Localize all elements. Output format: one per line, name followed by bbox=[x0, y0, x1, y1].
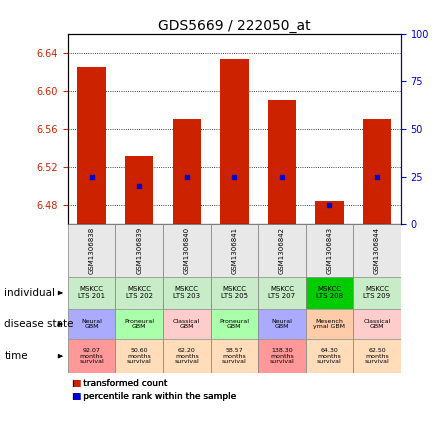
Bar bbox=[353, 224, 401, 277]
Bar bbox=[353, 339, 401, 373]
Bar bbox=[68, 339, 116, 373]
Text: individual: individual bbox=[4, 288, 55, 298]
Text: GSM1306843: GSM1306843 bbox=[326, 227, 332, 274]
Bar bbox=[258, 339, 306, 373]
Bar bbox=[268, 100, 296, 224]
Text: 92.07
months
survival: 92.07 months survival bbox=[79, 348, 104, 365]
Text: Neural
GBM: Neural GBM bbox=[272, 319, 292, 330]
Text: MSKCC
LTS 203: MSKCC LTS 203 bbox=[173, 286, 200, 299]
Text: 58.57
months
survival: 58.57 months survival bbox=[222, 348, 247, 365]
Text: MSKCC
LTS 209: MSKCC LTS 209 bbox=[364, 286, 391, 299]
Title: GDS5669 / 222050_at: GDS5669 / 222050_at bbox=[158, 19, 311, 33]
Bar bbox=[258, 277, 306, 309]
Text: GSM1306844: GSM1306844 bbox=[374, 227, 380, 274]
Text: ■: ■ bbox=[72, 379, 81, 388]
Text: 50.60
months
survival: 50.60 months survival bbox=[127, 348, 152, 365]
Bar bbox=[306, 277, 353, 309]
Bar bbox=[315, 201, 344, 224]
Text: MSKCC
LTS 202: MSKCC LTS 202 bbox=[126, 286, 153, 299]
Bar bbox=[78, 67, 106, 224]
Text: MSKCC
LTS 207: MSKCC LTS 207 bbox=[268, 286, 296, 299]
Bar bbox=[163, 309, 211, 339]
Text: GSM1306842: GSM1306842 bbox=[279, 227, 285, 274]
Bar bbox=[353, 277, 401, 309]
Bar bbox=[163, 277, 211, 309]
Text: 64.30
months
survival: 64.30 months survival bbox=[317, 348, 342, 365]
Bar bbox=[68, 309, 116, 339]
Bar bbox=[220, 58, 249, 224]
Text: Proneural
GBM: Proneural GBM bbox=[219, 319, 249, 330]
Bar bbox=[211, 224, 258, 277]
Text: MSKCC
LTS 201: MSKCC LTS 201 bbox=[78, 286, 105, 299]
Bar bbox=[116, 277, 163, 309]
Bar bbox=[363, 119, 391, 224]
Text: Proneural
GBM: Proneural GBM bbox=[124, 319, 154, 330]
Text: ■ transformed count: ■ transformed count bbox=[72, 379, 168, 388]
Bar bbox=[116, 309, 163, 339]
Text: ■: ■ bbox=[72, 392, 81, 401]
Bar bbox=[125, 156, 153, 224]
Text: GSM1306840: GSM1306840 bbox=[184, 227, 190, 274]
Bar bbox=[258, 224, 306, 277]
Text: percentile rank within the sample: percentile rank within the sample bbox=[83, 392, 237, 401]
Bar bbox=[68, 277, 116, 309]
Text: Classical
GBM: Classical GBM bbox=[173, 319, 201, 330]
Bar bbox=[211, 277, 258, 309]
Bar bbox=[258, 309, 306, 339]
Bar bbox=[163, 224, 211, 277]
Bar bbox=[306, 339, 353, 373]
Bar bbox=[116, 339, 163, 373]
Text: Mesench
ymal GBM: Mesench ymal GBM bbox=[314, 319, 346, 330]
Bar bbox=[353, 309, 401, 339]
Bar bbox=[163, 339, 211, 373]
Text: 62.50
months
survival: 62.50 months survival bbox=[364, 348, 389, 365]
Text: 62.20
months
survival: 62.20 months survival bbox=[174, 348, 199, 365]
Bar bbox=[211, 309, 258, 339]
Bar bbox=[68, 224, 116, 277]
Text: Classical
GBM: Classical GBM bbox=[363, 319, 391, 330]
Bar bbox=[116, 224, 163, 277]
Text: ■ percentile rank within the sample: ■ percentile rank within the sample bbox=[72, 392, 237, 401]
Bar bbox=[306, 224, 353, 277]
Text: transformed count: transformed count bbox=[83, 379, 167, 388]
Text: GSM1306839: GSM1306839 bbox=[136, 227, 142, 274]
Text: time: time bbox=[4, 351, 28, 361]
Bar bbox=[173, 119, 201, 224]
Text: GSM1306838: GSM1306838 bbox=[88, 227, 95, 274]
Bar bbox=[306, 309, 353, 339]
Text: disease state: disease state bbox=[4, 319, 74, 329]
Text: MSKCC
LTS 205: MSKCC LTS 205 bbox=[221, 286, 248, 299]
Text: 138.30
months
survival: 138.30 months survival bbox=[269, 348, 294, 365]
Text: GSM1306841: GSM1306841 bbox=[231, 227, 237, 274]
Text: Neural
GBM: Neural GBM bbox=[81, 319, 102, 330]
Bar bbox=[211, 339, 258, 373]
Text: MSKCC
LTS 208: MSKCC LTS 208 bbox=[316, 286, 343, 299]
